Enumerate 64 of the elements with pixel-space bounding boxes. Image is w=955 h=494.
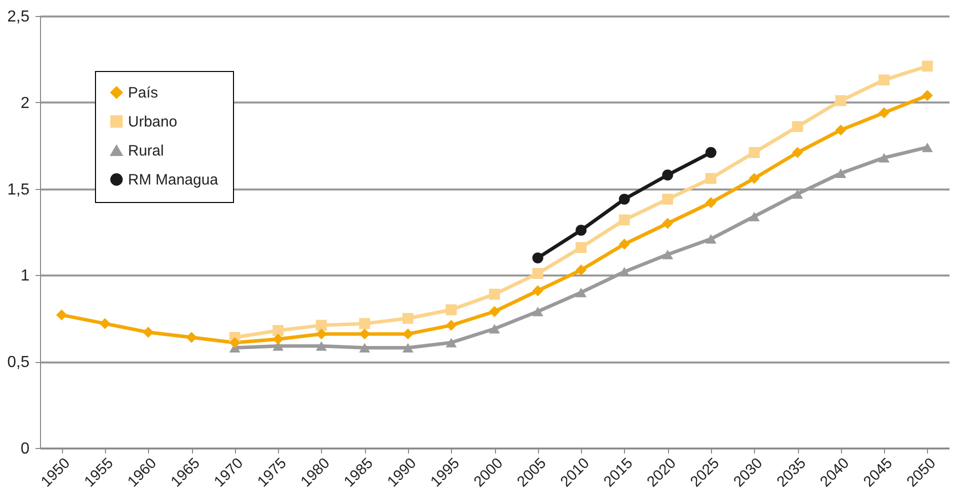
point [662, 218, 674, 229]
point [576, 242, 587, 254]
y-tick-label: 1 [20, 268, 30, 285]
point [446, 320, 457, 331]
point [618, 238, 630, 250]
point [532, 268, 544, 279]
y-tick-label: 2,5 [7, 8, 30, 26]
point [618, 194, 630, 205]
point [922, 142, 933, 152]
point [56, 309, 68, 320]
legend-label: Urbano [128, 114, 178, 130]
legend-label: Rural [128, 142, 164, 160]
point [272, 334, 284, 345]
point [359, 343, 370, 353]
point [576, 288, 587, 298]
point [922, 60, 933, 72]
y-tick-label: 2 [20, 94, 30, 112]
point [576, 224, 587, 236]
point [835, 168, 846, 178]
point [618, 214, 630, 226]
y-tick-label: 0,5 [7, 354, 30, 372]
point [878, 74, 890, 86]
point [532, 306, 544, 316]
point [792, 147, 803, 158]
point [576, 264, 587, 276]
point [922, 90, 933, 101]
point [835, 95, 846, 106]
point [402, 312, 414, 324]
point [748, 212, 760, 222]
point [662, 194, 674, 205]
point [446, 304, 457, 316]
point [705, 197, 716, 208]
point [705, 234, 716, 244]
point [316, 341, 327, 351]
point [446, 338, 457, 348]
point [705, 147, 716, 158]
point [489, 288, 500, 300]
point [142, 326, 154, 338]
y-tick-label: 0 [20, 440, 30, 458]
point [359, 318, 370, 330]
point [532, 285, 544, 296]
point [662, 170, 674, 180]
point [316, 328, 327, 340]
legend-label: RM Managua [128, 172, 219, 188]
point [705, 172, 716, 184]
point [792, 121, 803, 132]
point [316, 320, 327, 331]
point [489, 324, 500, 334]
point [748, 172, 760, 184]
point [835, 124, 846, 136]
point [272, 325, 284, 336]
point [99, 318, 110, 330]
y-tick-label: 1,5 [7, 181, 30, 198]
point [229, 337, 240, 348]
point [792, 189, 803, 199]
point [878, 152, 890, 162]
point [489, 306, 500, 317]
legend-label: País [128, 84, 158, 102]
point [748, 147, 760, 158]
point [186, 332, 197, 343]
point [878, 107, 890, 118]
point [402, 343, 414, 353]
point [532, 252, 544, 264]
point [662, 250, 674, 260]
